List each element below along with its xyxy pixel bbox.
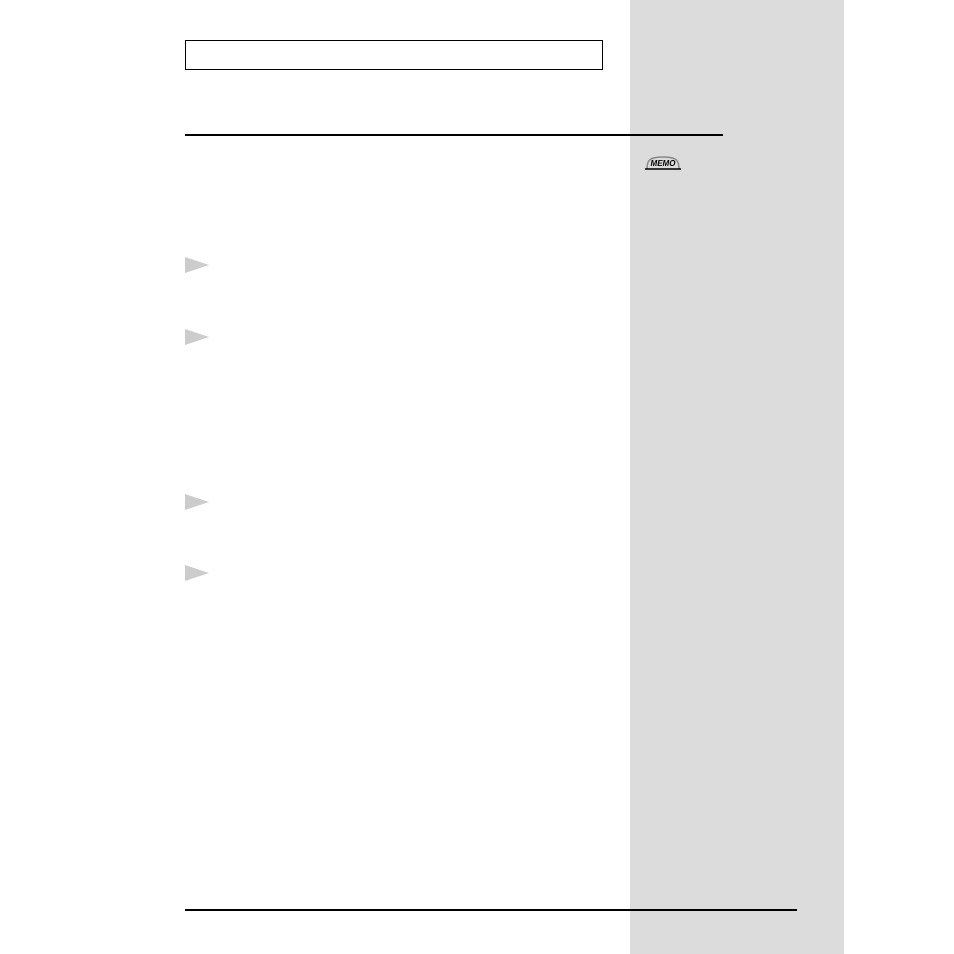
- memo-label: MEMO: [651, 159, 677, 168]
- divider-top: [185, 134, 723, 136]
- bullet-arrow-2: [185, 329, 209, 345]
- bullet-arrow-3: [185, 494, 209, 510]
- bullet-arrow-4: [185, 565, 209, 581]
- title-box: [185, 40, 603, 70]
- memo-icon: MEMO: [645, 155, 681, 171]
- bullet-arrow-1: [185, 257, 209, 273]
- divider-bottom: [185, 909, 797, 911]
- sidebar-panel: [630, 0, 844, 954]
